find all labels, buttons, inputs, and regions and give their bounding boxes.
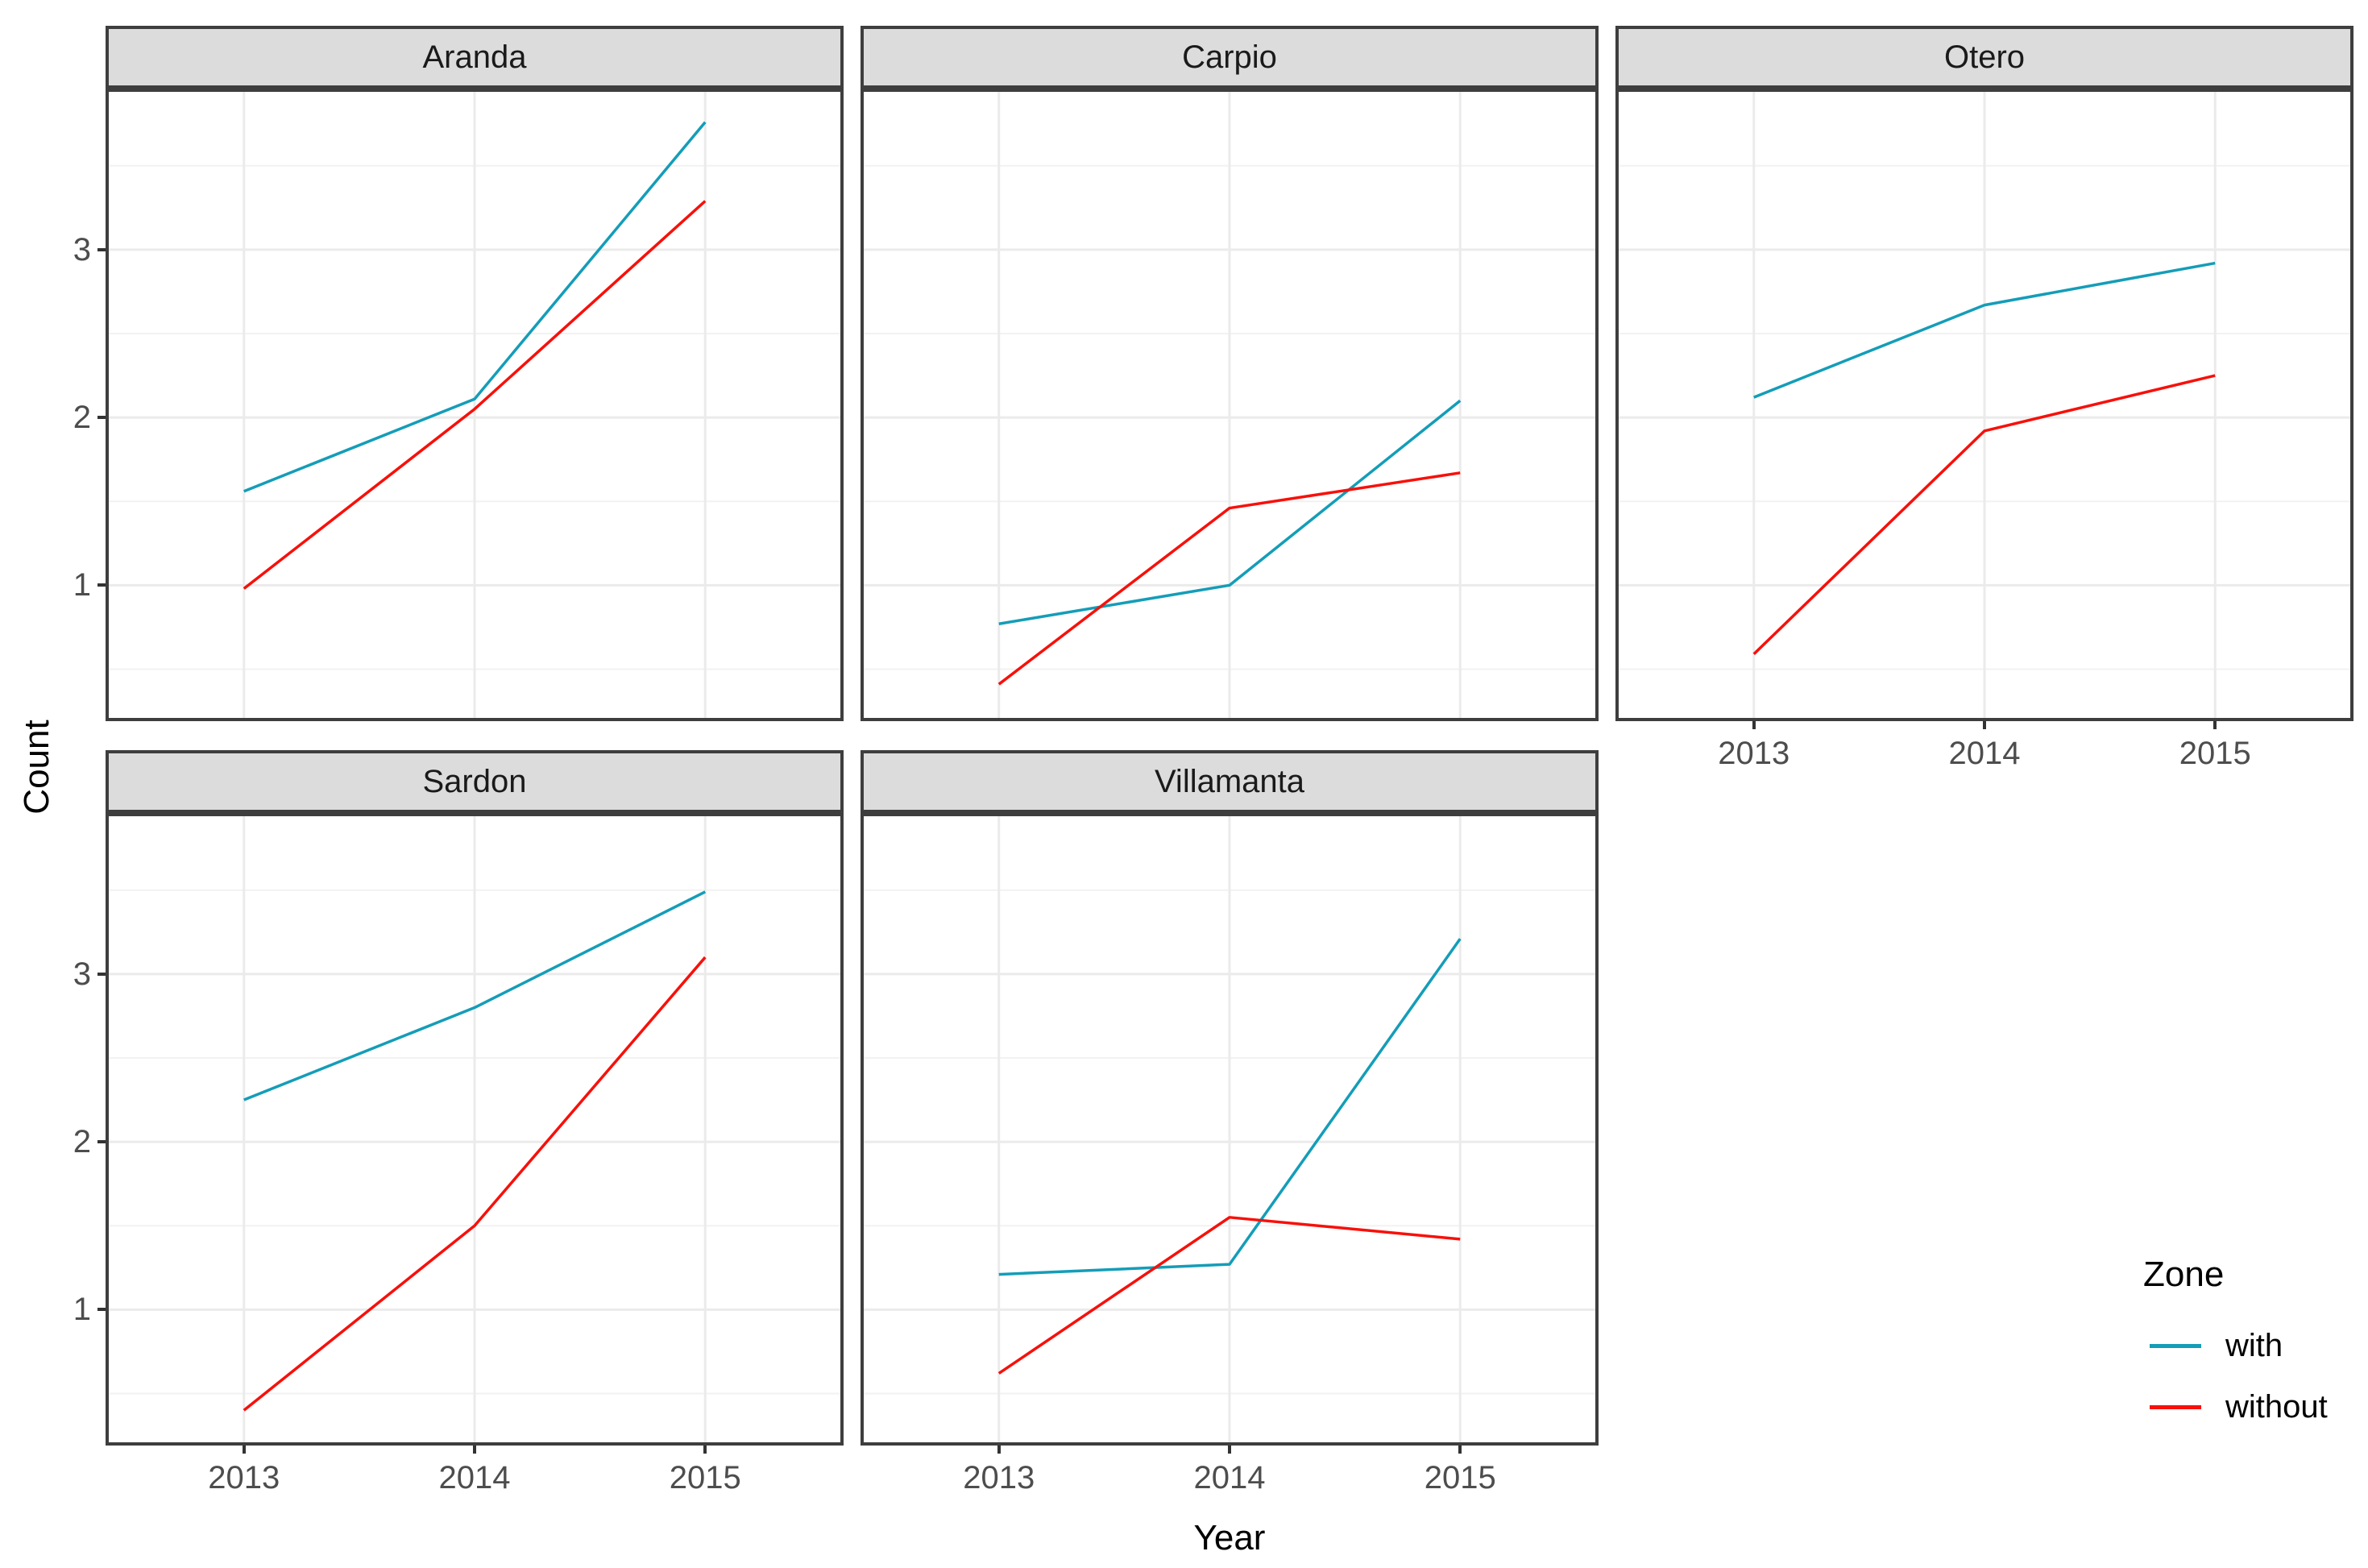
line-without (243, 956, 707, 1412)
facet-strip: Sardon (106, 750, 844, 813)
y-axis-tick-label: 1 (73, 1292, 91, 1328)
y-tick-mark (97, 1308, 106, 1312)
y-axis-tick-label: 3 (73, 956, 91, 992)
y-tick-mark (97, 583, 106, 587)
y-axis-title: Count (17, 720, 56, 815)
line-with (243, 890, 707, 1101)
x-axis-title: Year (1193, 1518, 1266, 1558)
line-with (998, 399, 1462, 625)
line-without (997, 471, 1461, 686)
facet-strip: Carpio (861, 26, 1599, 89)
x-tick-mark (1752, 721, 1756, 729)
x-tick-mark (1458, 1446, 1462, 1454)
legend-key-line-with (2150, 1343, 2201, 1348)
x-axis-tick-label: 2014 (1948, 736, 2021, 771)
line-with (1753, 261, 2216, 399)
x-axis-tick-label: 2015 (2179, 736, 2251, 771)
x-tick-mark (997, 1446, 1001, 1454)
facet-title: Villamanta (1154, 763, 1305, 799)
legend-item-label: without (2225, 1389, 2328, 1425)
x-axis-tick-label: 2014 (1193, 1460, 1266, 1495)
x-axis-tick-label: 2015 (1424, 1460, 1496, 1495)
y-tick-mark (97, 1140, 106, 1144)
x-axis-tick-label: 2013 (963, 1460, 1035, 1495)
y-tick-mark (97, 247, 106, 251)
facet-panel (106, 813, 844, 1446)
y-axis-tick-label: 2 (73, 1124, 91, 1160)
facet-strip: Aranda (106, 26, 844, 89)
x-axis-tick-label: 2013 (1718, 736, 1790, 771)
line-without (1752, 374, 2216, 655)
line-with (243, 121, 707, 493)
x-tick-mark (703, 1446, 707, 1454)
x-axis-tick-label: 2013 (208, 1460, 280, 1495)
line-without (997, 1216, 1461, 1375)
legend-item-label: with (2225, 1328, 2283, 1363)
facet-title: Aranda (422, 39, 527, 75)
line-without (243, 200, 707, 590)
facet-panel (1615, 89, 2353, 721)
y-tick-mark (97, 416, 106, 420)
facet-panel (861, 813, 1599, 1446)
x-tick-mark (473, 1446, 476, 1454)
y-axis-tick-label: 1 (73, 567, 91, 604)
legend-item-without: without (2143, 1389, 2328, 1425)
facet-panel (861, 89, 1599, 721)
facet-strip: Villamanta (861, 750, 1599, 813)
legend-key-line-without (2150, 1404, 2201, 1409)
x-axis-tick-label: 2015 (669, 1460, 741, 1495)
x-tick-mark (242, 1446, 246, 1454)
x-tick-mark (2213, 721, 2217, 729)
x-tick-mark (1228, 1446, 1231, 1454)
line-with (998, 938, 1462, 1276)
facet-title: Sardon (422, 763, 527, 799)
x-axis-tick-label: 2014 (438, 1460, 511, 1495)
facet-strip: Otero (1615, 26, 2353, 89)
facet-panel (106, 89, 844, 721)
facet-title: Carpio (1182, 39, 1277, 75)
legend: Zone with without (2143, 1254, 2328, 1425)
legend-title: Zone (2143, 1255, 2225, 1294)
x-tick-mark (1983, 721, 1986, 729)
facet-title: Otero (1943, 39, 2026, 75)
legend-item-with: with (2143, 1328, 2328, 1363)
y-tick-mark (97, 972, 106, 976)
y-axis-tick-label: 2 (73, 400, 91, 436)
y-axis-tick-label: 3 (73, 231, 91, 268)
